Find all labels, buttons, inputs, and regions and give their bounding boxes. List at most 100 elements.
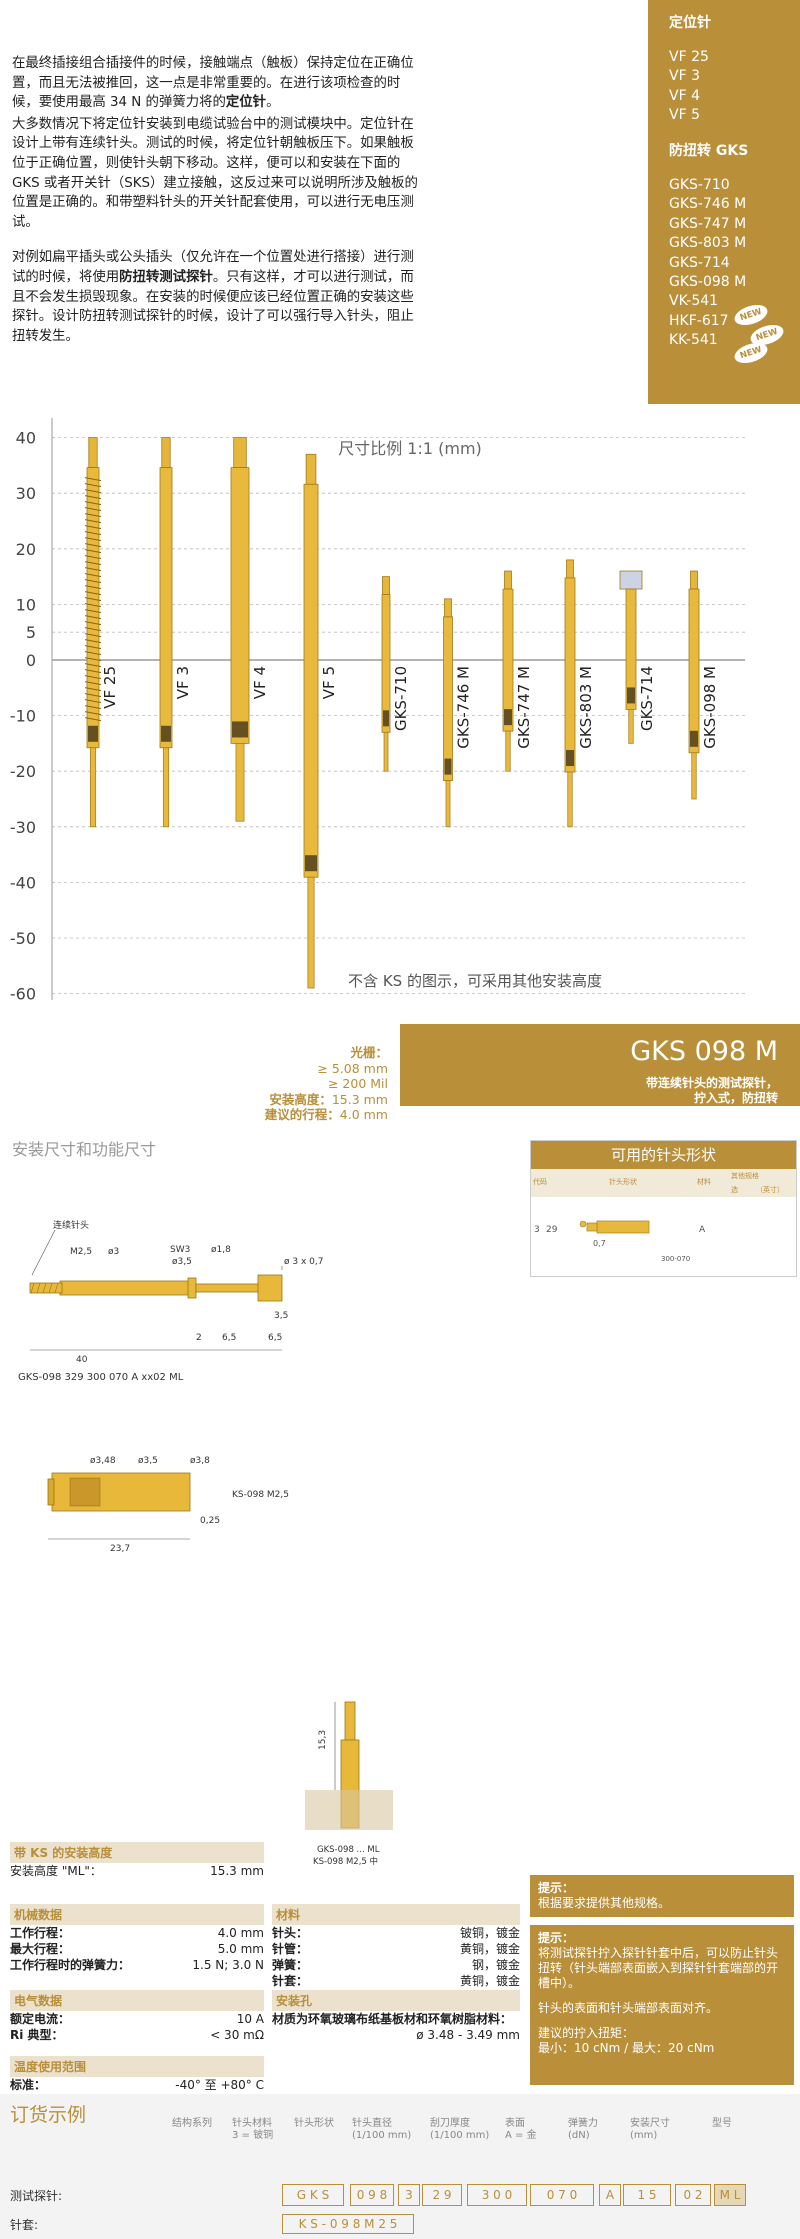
svg-text:ø 3 x 0,7: ø 3 x 0,7 xyxy=(284,1257,323,1267)
probe-spring-mark xyxy=(84,585,102,590)
probe-spring-mark xyxy=(84,519,102,524)
spec-summary: 光栅： ≥ 5.08 mm ≥ 200 Mil 安装高度：15.3 mm 建议的… xyxy=(200,1045,388,1123)
probe-vf-3: VF 3 xyxy=(159,437,192,828)
temperature-heading: 温度使用范围 xyxy=(10,2056,264,2077)
sidebar-group-2: GKS-710 GKS-746 M GKS-747 M GKS-803 M GK… xyxy=(669,176,746,351)
sidebar-item[interactable]: KK-541 xyxy=(669,332,718,349)
order-code-cell: M L xyxy=(714,2184,746,2206)
probe-gks-098-m: GKS-098 M xyxy=(688,570,719,800)
order-field-label: 针头形状 xyxy=(294,2118,334,2129)
hint-box-1: 提示： 根据要求提供其他规格。 xyxy=(530,1875,794,1917)
scale-tick-label: -40 xyxy=(10,873,36,892)
dimension-drawing-receptacle: ø3,48 ø3,5 ø3,8 KS-098 M2,5 0,25 23,7 xyxy=(47,1456,289,1554)
order-row-probe-label: 测试探针: xyxy=(10,2189,63,2203)
sidebar-item[interactable]: VF 3 xyxy=(669,68,700,85)
svg-text:KS-098 M2,5: KS-098 M2,5 xyxy=(232,1490,289,1500)
probe-spring-mark xyxy=(84,573,102,578)
probe-spring-mark xyxy=(84,495,102,500)
probe-tail xyxy=(162,747,170,828)
svg-text:ø3,48: ø3,48 xyxy=(90,1456,116,1466)
probe-head xyxy=(690,570,698,590)
probe-label: VF 25 xyxy=(101,666,119,709)
probe-spring-mark xyxy=(84,663,102,668)
probe-body xyxy=(564,577,576,773)
order-code-cell: 2 9 xyxy=(422,2184,462,2206)
probe-body xyxy=(230,467,250,744)
probe-spring-mark xyxy=(84,597,102,602)
probe-body xyxy=(159,467,173,749)
probe-spring-mark xyxy=(84,717,102,722)
sidebar-item[interactable]: VF 25 xyxy=(669,49,709,65)
probe-spring-mark xyxy=(84,699,102,704)
scale-tick-label: -10 xyxy=(10,707,36,726)
probe-label: VF 4 xyxy=(251,666,269,699)
order-field-label: 表面 A = 金 xyxy=(505,2118,537,2141)
probe-head xyxy=(504,570,512,590)
order-field-label: 针头直径 (1/100 mm) xyxy=(352,2118,412,2141)
probe-spring-mark xyxy=(84,693,102,698)
probe-body xyxy=(303,483,319,878)
probe-spring-mark xyxy=(84,537,102,542)
probe-spring-mark xyxy=(84,603,102,608)
probe-label: GKS-803 M xyxy=(577,666,595,749)
mechanical-data: 机械数据 工作行程： 4.0 mm 最大行程： 5.0 mm 工作行程时的弹簧力： 1… xyxy=(10,1904,264,1973)
product-banner: GKS 098 M 带连续针头的测试探针， 拧入式，防扭转 xyxy=(400,1024,800,1106)
material-data: 材料 针头： 铍铜，镀金 针管： 黄铜，镀金 弹簧： 钢，镀金 针套： 黄铜，镀金 xyxy=(272,1904,520,1989)
scale-tick-label: 0 xyxy=(26,651,36,670)
hint-box-2: 提示： 将测试探针拧入探针针套中后，可以防止针头扭转（针头端部表面嵌入到探针针套… xyxy=(530,1925,794,2085)
svg-text:6,5: 6,5 xyxy=(222,1333,236,1343)
probe-tail xyxy=(628,709,634,744)
probe-spring-mark xyxy=(84,549,102,554)
intro-paragraph-3: 对例如扁平插头或公头插头（仅允许在一个位置处进行搭接）进行测试的时候，将使用防扭… xyxy=(12,250,414,344)
probe-head xyxy=(305,453,317,485)
probe-band xyxy=(504,709,512,726)
sidebar-item[interactable]: GKS-803 M xyxy=(669,235,747,252)
sidebar-item[interactable]: GKS-746 M xyxy=(669,196,747,213)
sidebar-item[interactable]: GKS-710 xyxy=(669,177,730,193)
sidebar-item[interactable]: GKS-098 M xyxy=(669,274,747,291)
tip-shape-icon xyxy=(579,1220,650,1234)
probe-body xyxy=(443,616,453,782)
sidebar-item[interactable]: VK-541 xyxy=(669,293,719,310)
order-field-label: 刮刀厚度 (1/100 mm) xyxy=(430,2118,490,2141)
probe-gks-714: GKS-714 xyxy=(619,570,656,744)
svg-text:40: 40 xyxy=(76,1355,88,1365)
sidebar-item[interactable]: VF 5 xyxy=(669,107,700,124)
probe-gks-746-m: GKS-746 M xyxy=(443,598,473,828)
svg-text:ø3,5: ø3,5 xyxy=(138,1456,158,1466)
sidebar-group-1: VF 25 VF 3 VF 4 VF 5 xyxy=(669,48,709,126)
order-field-label: 安装尺寸 (mm) xyxy=(630,2118,670,2141)
probe-label: GKS-710 xyxy=(392,666,410,731)
sidebar-item[interactable]: VF 4 xyxy=(669,87,700,104)
probe-label: VF 3 xyxy=(174,666,192,699)
probe-head xyxy=(233,437,247,469)
grid-label: 光栅： xyxy=(350,1045,388,1060)
scale-tick-label: -50 xyxy=(10,929,36,948)
sidebar-item[interactable]: GKS-747 M xyxy=(669,215,747,232)
sidebar-item[interactable]: HKF-617 xyxy=(669,312,729,329)
sidebar-item[interactable]: GKS-714 xyxy=(669,254,730,271)
dimension-drawing-probe: 连续针头 M2,5 ø3 SW3 ø3,5 ø1,8 ø 3 x 0,7 3,5… xyxy=(18,1219,323,1383)
probe-label: GKS-098 M xyxy=(701,666,719,749)
probe-spring-mark xyxy=(84,621,102,626)
probe-band xyxy=(566,750,574,767)
probe-head xyxy=(566,559,574,579)
mounting-hole-value: ø 3.48 - 3.49 mm xyxy=(416,2028,520,2042)
probe-tail xyxy=(89,747,97,828)
mechanical-heading: 机械数据 xyxy=(10,1904,264,1925)
svg-text:3,5: 3,5 xyxy=(274,1311,288,1321)
probe-head xyxy=(88,437,98,469)
probe-band xyxy=(627,687,635,704)
probe-spring-mark xyxy=(84,681,102,686)
probe-tail xyxy=(235,743,245,822)
order-code-cell: 3 0 0 xyxy=(467,2184,527,2206)
order-heading: 订货示例 xyxy=(10,2104,87,2126)
svg-text:ø3: ø3 xyxy=(108,1247,119,1257)
svg-text:ø3,5: ø3,5 xyxy=(172,1257,192,1267)
probe-gks-747-m: GKS-747 M xyxy=(502,570,533,772)
probe-spring-mark xyxy=(84,531,102,536)
svg-text:连续针头: 连续针头 xyxy=(53,1219,89,1231)
intro-text: 在最终插接组合插接件的时候，接触端点（触板）保持定位在正确位置，而且无法被推回，… xyxy=(12,54,427,358)
scale-note: 不含 KS 的图示，可采用其他安装高度 xyxy=(348,972,602,990)
